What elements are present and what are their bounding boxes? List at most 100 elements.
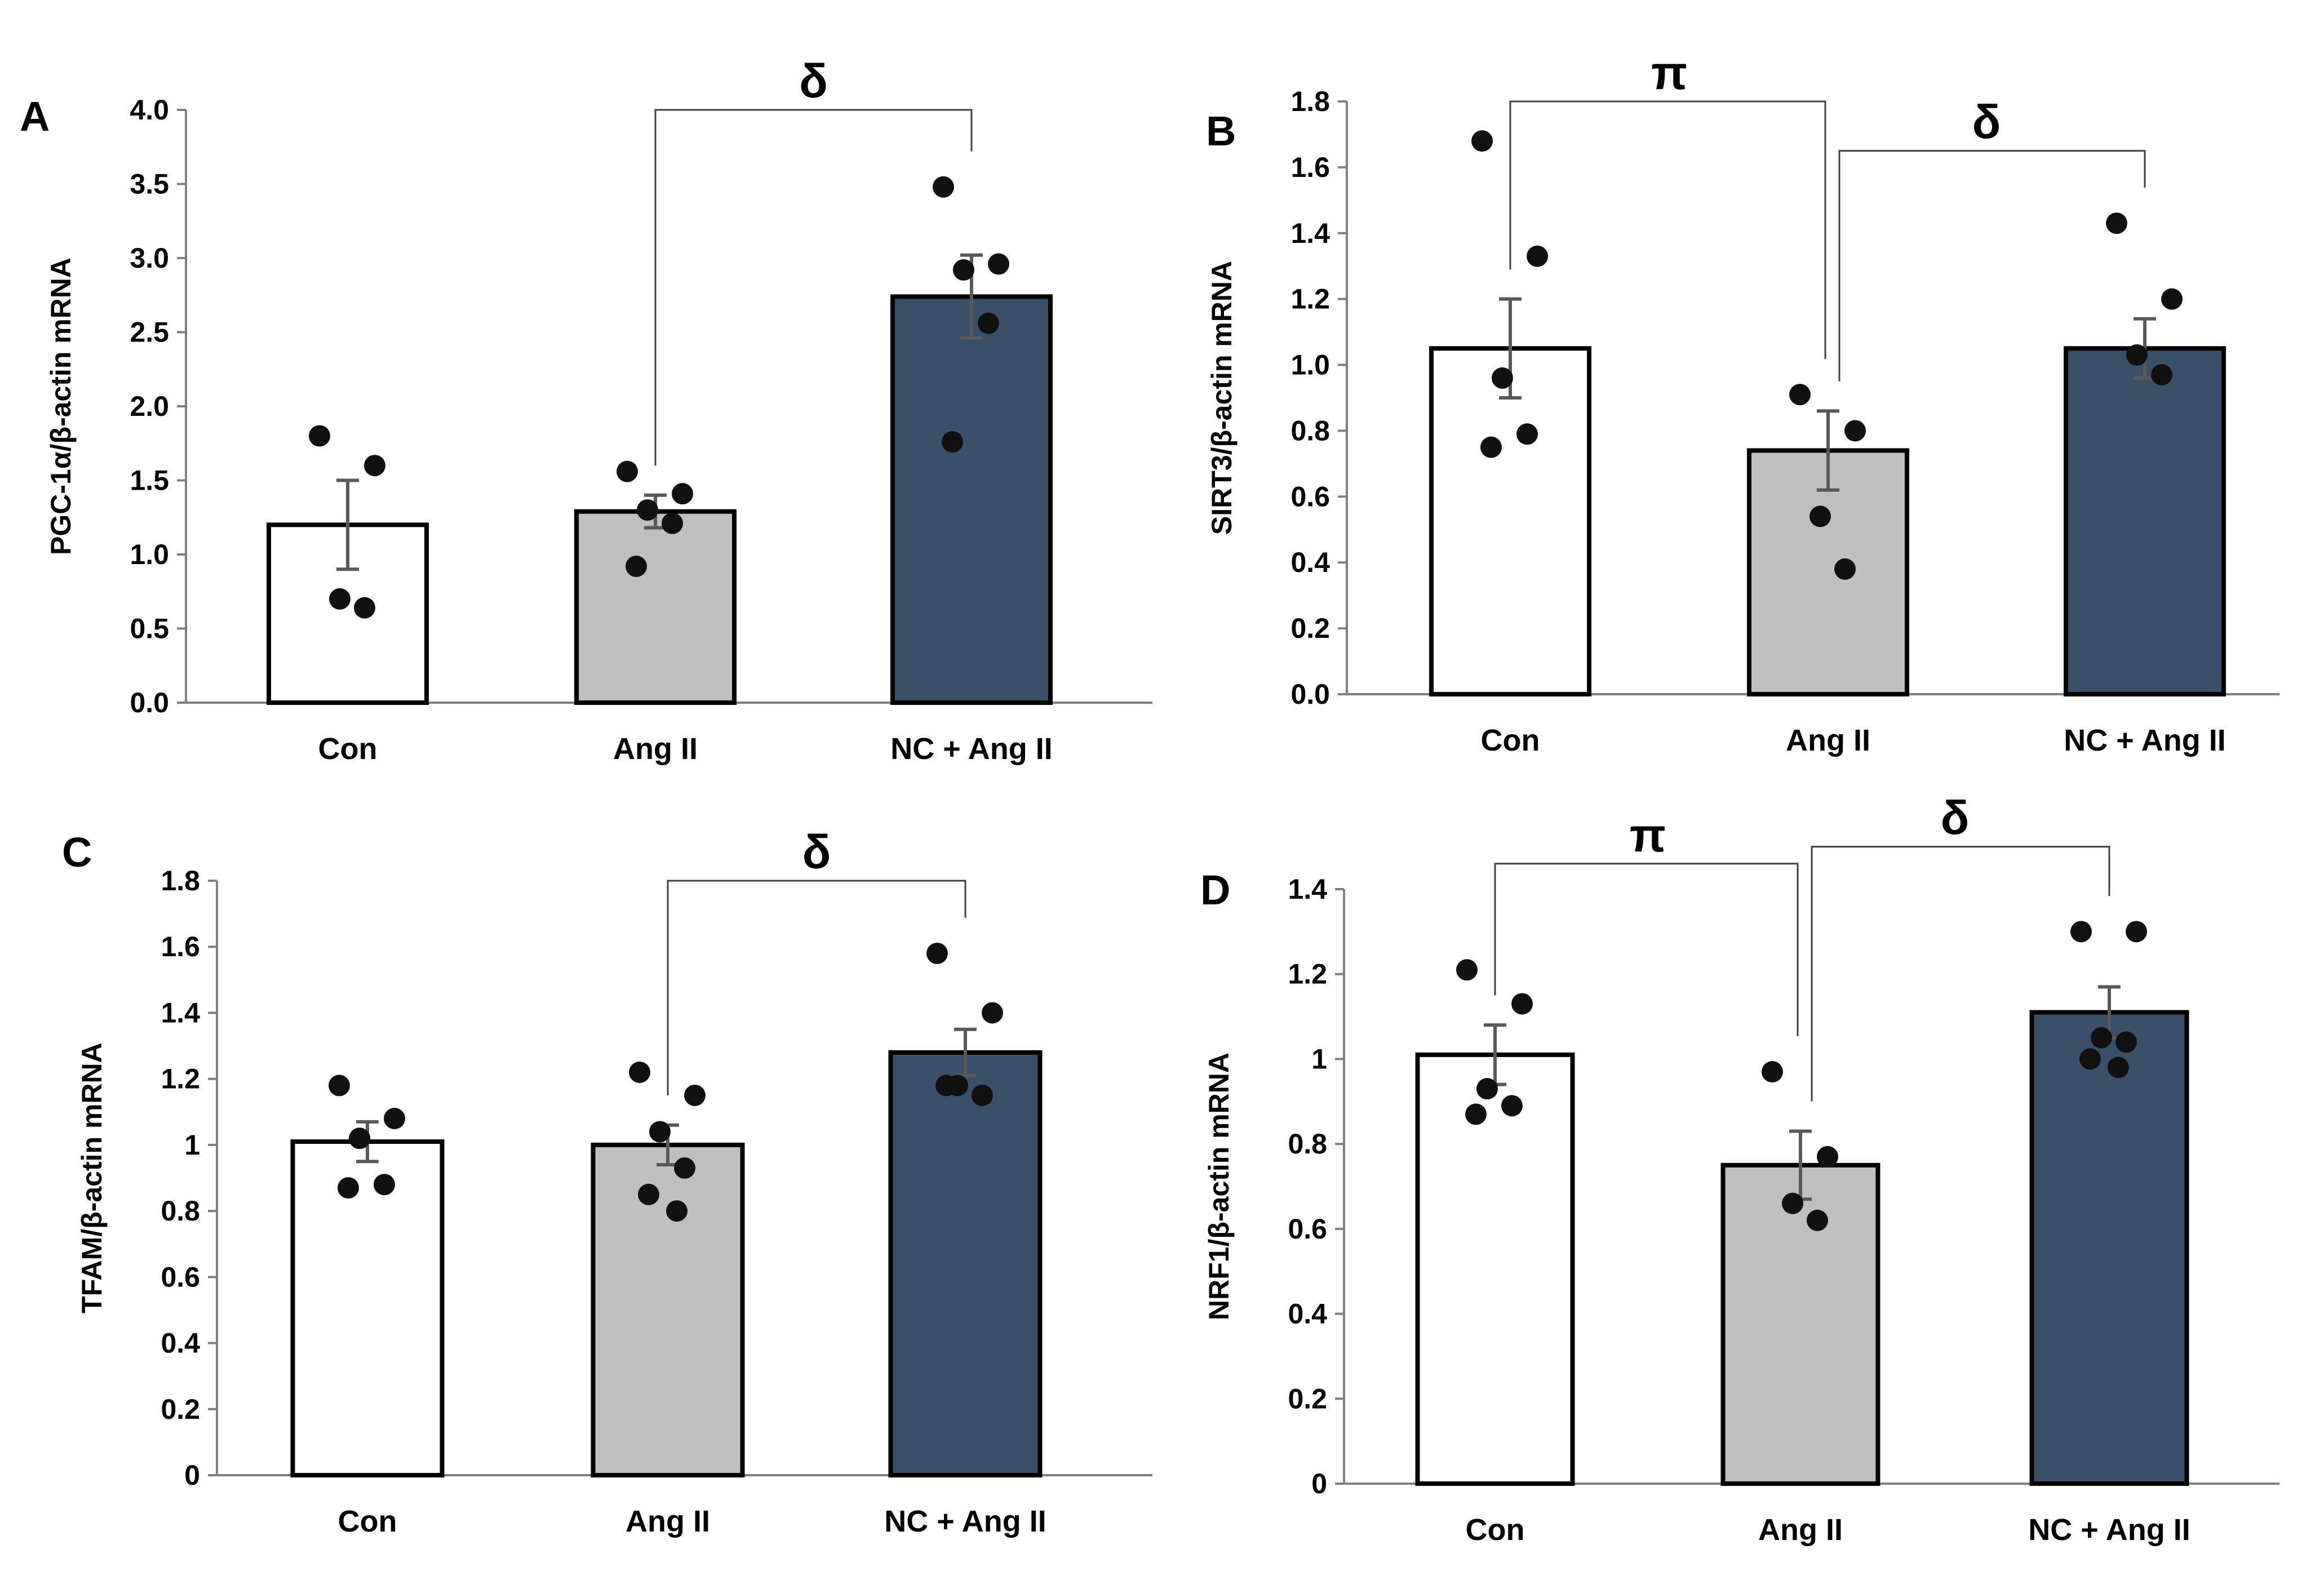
panel-letter-d: D — [1200, 867, 1230, 913]
y-tick-label: 0.5 — [130, 613, 169, 645]
panel-C: C 0 0.2 0.4 0.6 0.8 1 1.2 1.4 1.6 1.8 TFAM/β-actin… — [62, 825, 1152, 1538]
y-tick-label: 0.8 — [1290, 415, 1330, 446]
data-point — [626, 556, 647, 578]
data-point — [1471, 130, 1493, 152]
y-axis-title: NRF1/β-actin mRNA — [1203, 1053, 1235, 1320]
data-point — [978, 312, 999, 334]
data-point — [2151, 364, 2172, 386]
significance-bracket — [1811, 846, 2110, 1102]
data-point — [1834, 558, 1856, 580]
significance-bracket — [1509, 100, 1826, 360]
data-point — [1807, 1209, 1828, 1231]
data-point — [982, 1002, 1003, 1024]
data-point — [953, 259, 974, 281]
y-tick-label: 0.4 — [1290, 547, 1330, 578]
data-point — [638, 1183, 659, 1205]
y-tick-label: 0.8 — [161, 1195, 200, 1227]
data-point — [629, 1061, 650, 1083]
y-tick-label: 0.0 — [1290, 678, 1330, 710]
data-point — [1480, 436, 1502, 458]
y-tick-label: 1 — [184, 1129, 200, 1161]
significance-symbol: π — [1630, 809, 1666, 862]
data-point — [2108, 1057, 2129, 1079]
bar — [2064, 346, 2226, 696]
y-tick-label: 0 — [1311, 1468, 1327, 1499]
y-tick-label: 1.2 — [161, 1063, 200, 1095]
category-label: NC + Ang II — [884, 1504, 1046, 1538]
data-point — [2126, 344, 2148, 366]
data-point — [1476, 1078, 1498, 1100]
data-point — [1511, 993, 1533, 1015]
significance-bracket — [654, 109, 973, 466]
data-point — [329, 588, 351, 610]
data-point — [1456, 959, 1478, 981]
data-point — [2161, 288, 2183, 310]
data-point — [354, 597, 375, 619]
category-label: Con — [1466, 1513, 1525, 1547]
y-tick-label: 1.4 — [1290, 218, 1330, 249]
y-tick-label: 1.8 — [161, 865, 200, 896]
y-tick-label: 0.0 — [130, 687, 169, 718]
category-label: Ang II — [1758, 1513, 1843, 1547]
data-point — [1789, 384, 1811, 406]
data-point — [2079, 1048, 2101, 1070]
data-point — [637, 499, 658, 521]
data-point — [662, 512, 683, 534]
panel-letter-c: C — [62, 829, 92, 876]
y-tick-label: 3.5 — [130, 168, 169, 200]
category-label: Con — [338, 1504, 397, 1538]
bar — [1415, 1052, 1575, 1486]
data-point — [933, 176, 954, 198]
data-point — [2070, 921, 2092, 943]
y-tick-label: 4.0 — [130, 94, 169, 126]
y-axis-title: TFAM/β-actin mRNA — [76, 1042, 108, 1313]
data-point — [926, 942, 948, 964]
significance-symbol: δ — [1941, 792, 1970, 845]
y-tick-label: 0 — [184, 1459, 200, 1491]
data-point — [338, 1177, 359, 1199]
data-point — [2115, 1031, 2137, 1053]
y-tick-label: 0.4 — [161, 1328, 200, 1359]
y-tick-label: 0.8 — [1288, 1128, 1327, 1160]
y-tick-label: 2.5 — [130, 317, 169, 348]
data-point — [988, 253, 1009, 275]
y-tick-label: 0.2 — [1290, 613, 1330, 644]
panel-A: A 0.0 0.5 1.0 1.5 2.0 2.5 3.0 3.5 4.0 PGC-1α/β-ac… — [20, 55, 1152, 766]
significance-symbol: δ — [1972, 96, 2001, 149]
data-point — [617, 460, 638, 482]
y-tick-label: 1.0 — [130, 539, 169, 570]
data-point — [666, 1200, 688, 1222]
data-point — [1782, 1192, 1803, 1214]
data-point — [1762, 1061, 1783, 1083]
data-point — [2106, 212, 2127, 234]
category-label: Con — [1481, 724, 1540, 757]
panel-letter-b: B — [1206, 108, 1236, 154]
data-point — [374, 1174, 395, 1196]
data-point — [1492, 367, 1513, 389]
data-point — [972, 1084, 993, 1106]
data-point — [349, 1128, 370, 1150]
y-axis-title: SIRT3/β-actin mRNA — [1206, 261, 1238, 535]
data-point — [649, 1121, 671, 1143]
y-axis-title: PGC-1α/β-actin mRNA — [45, 258, 77, 555]
y-tick-label: 1.4 — [161, 997, 200, 1028]
bar — [1429, 346, 1591, 696]
data-point — [1844, 420, 1866, 442]
data-point — [1809, 505, 1831, 527]
bar — [2029, 1010, 2189, 1486]
data-point — [684, 1084, 706, 1106]
category-label: NC + Ang II — [2028, 1513, 2190, 1547]
data-point — [2126, 921, 2147, 943]
category-label: Ang II — [1786, 724, 1870, 757]
data-point — [1527, 245, 1548, 267]
data-point — [672, 483, 693, 505]
y-tick-label: 1.4 — [1288, 873, 1327, 905]
category-label: Ang II — [626, 1504, 710, 1538]
data-point — [1817, 1146, 1838, 1168]
category-label: NC + Ang II — [890, 732, 1053, 766]
category-label: Ang II — [613, 732, 698, 766]
data-point — [309, 425, 330, 447]
y-tick-label: 0.2 — [1288, 1383, 1327, 1414]
significance-symbol: δ — [799, 55, 828, 108]
